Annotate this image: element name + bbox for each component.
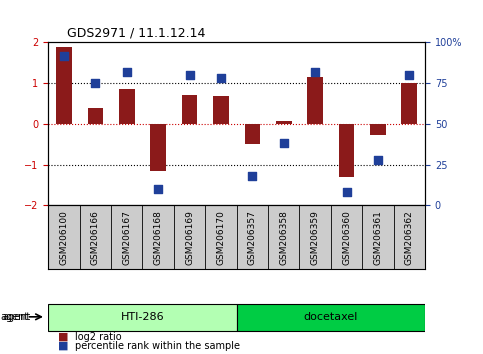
Point (60, 53, 68, 58)
Point (217, 75, 225, 81)
Point (249, 173, 256, 179)
FancyBboxPatch shape (48, 304, 237, 331)
Bar (56, 46, 72, 124)
Bar (339, 124, 355, 177)
Point (155, 186, 162, 192)
Text: GSM206360: GSM206360 (342, 210, 351, 265)
Text: agent: agent (2, 312, 30, 322)
Text: GDS2971 / 11.1.12.14: GDS2971 / 11.1.12.14 (67, 27, 205, 40)
Point (123, 69, 130, 75)
Point (343, 189, 351, 195)
Text: GSM206100: GSM206100 (59, 210, 69, 265)
Bar (244, 124, 260, 144)
Point (406, 72, 413, 78)
Text: GSM206362: GSM206362 (405, 210, 414, 265)
Text: GSM206170: GSM206170 (216, 210, 226, 265)
Bar (150, 124, 166, 171)
Bar (213, 96, 229, 124)
Text: GSM206168: GSM206168 (154, 210, 163, 265)
Bar (307, 77, 323, 124)
Text: GSM206359: GSM206359 (311, 210, 320, 265)
Text: percentile rank within the sample: percentile rank within the sample (75, 341, 240, 351)
Text: docetaxel: docetaxel (304, 312, 358, 322)
Text: HTI-286: HTI-286 (121, 312, 164, 322)
Text: GSM206166: GSM206166 (91, 210, 100, 265)
Text: GSM206167: GSM206167 (122, 210, 131, 265)
FancyBboxPatch shape (237, 304, 425, 331)
Text: log2 ratio: log2 ratio (75, 332, 122, 342)
Bar (182, 95, 198, 124)
Text: GSM206357: GSM206357 (248, 210, 257, 265)
Bar (401, 83, 417, 124)
Point (92, 80, 99, 86)
Text: GSM206169: GSM206169 (185, 210, 194, 265)
Point (374, 157, 382, 162)
Bar (87, 108, 103, 124)
Text: GSM206358: GSM206358 (279, 210, 288, 265)
Text: ■: ■ (58, 341, 69, 351)
Point (280, 141, 288, 146)
Bar (276, 121, 292, 124)
Text: ■: ■ (58, 332, 69, 342)
Point (186, 72, 194, 78)
Text: agent: agent (0, 312, 28, 322)
Text: GSM206361: GSM206361 (373, 210, 383, 265)
Point (312, 69, 319, 75)
Bar (370, 124, 386, 135)
Bar (119, 89, 135, 124)
